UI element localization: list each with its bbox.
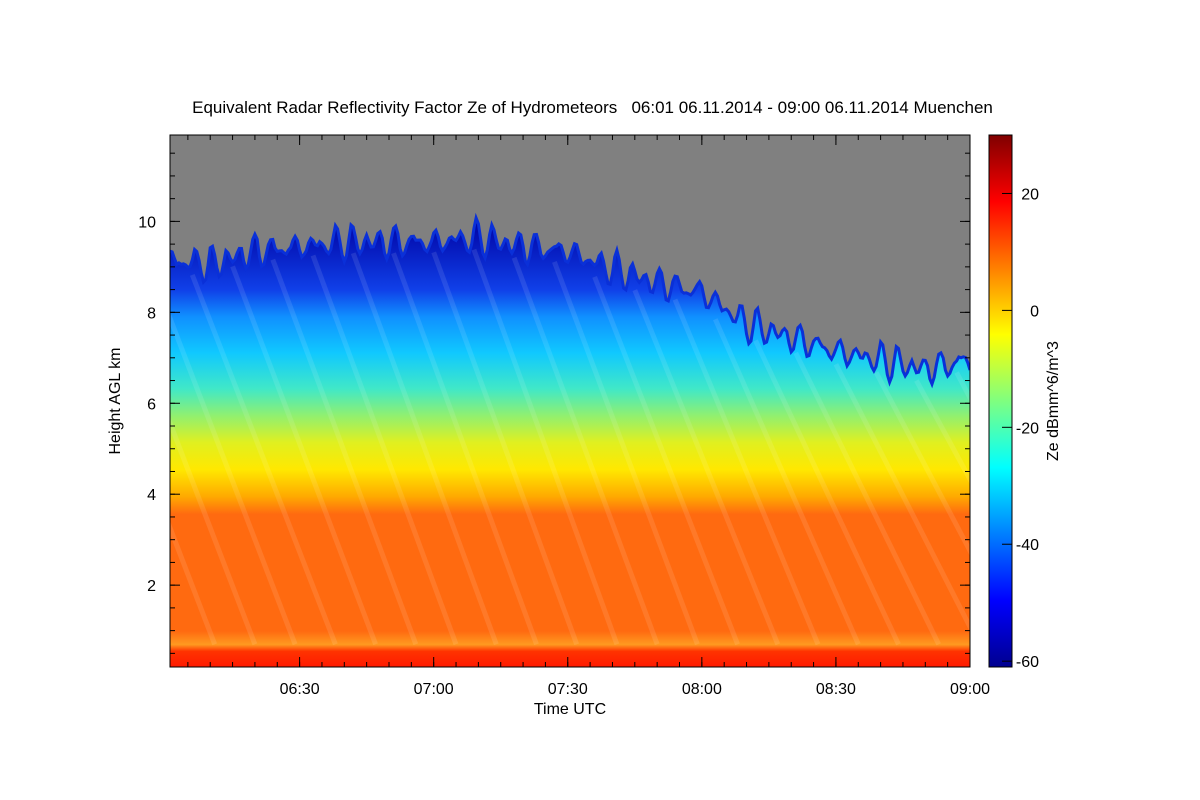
colorbar-tick-label: -40 — [1016, 537, 1039, 554]
fall-streak — [954, 371, 970, 404]
y-tick-label: 2 — [147, 578, 156, 595]
fall-streak — [672, 298, 821, 646]
fall-streak — [350, 252, 499, 646]
x-tick-label: 09:00 — [950, 681, 990, 698]
x-tick-label: 08:30 — [816, 681, 856, 698]
fall-streak — [391, 252, 539, 646]
colorbar-axis: 20 0 -20 -40 -60 — [1002, 186, 1039, 671]
y-tick-label: 8 — [147, 305, 156, 322]
fall-streak — [793, 351, 941, 646]
fall-streak — [230, 265, 378, 646]
fall-streak — [753, 339, 901, 646]
colorbar-tick-label: -60 — [1016, 654, 1039, 671]
x-tick-label: 07:30 — [548, 681, 588, 698]
x-tick-label: 06:30 — [280, 681, 320, 698]
y-tick-label: 6 — [147, 396, 156, 413]
fall-streak — [997, 371, 1140, 644]
y-tick-label: 10 — [138, 214, 156, 231]
colorbar-tick-label: -20 — [1016, 420, 1039, 437]
fall-streak — [170, 415, 258, 646]
x-tick-label: 08:00 — [682, 681, 722, 698]
echo-top-edge — [170, 212, 970, 389]
fall-streak — [873, 371, 970, 557]
y-axis-label: Height AGL km — [107, 347, 124, 454]
fall-streak — [713, 318, 861, 646]
plot-frame — [169, 134, 971, 668]
colorbar-tick-label: 20 — [1021, 186, 1039, 203]
x-axis: 06:30 07:00 07:30 08:00 08:30 09:00 — [187, 135, 990, 698]
fall-streak — [270, 258, 419, 646]
fall-streak — [310, 254, 459, 646]
fall-streak — [189, 273, 338, 646]
fall-streak — [632, 289, 781, 646]
colorbar — [988, 134, 1013, 668]
colorbar-tick-label: 0 — [1030, 303, 1039, 320]
fall-streak — [170, 520, 218, 646]
fall-streak — [431, 251, 580, 646]
fall-streak — [914, 379, 970, 485]
fall-streak — [552, 261, 700, 646]
chart-title: Equivalent Radar Reflectivity Factor Ze … — [192, 98, 993, 117]
x-axis-label: Time UTC — [534, 701, 606, 718]
y-axis: 2 4 6 8 10 — [138, 152, 970, 654]
fall-streak — [511, 256, 660, 646]
colorbar-label: Ze dBmm^6/m^3 — [1045, 341, 1062, 461]
fall-streak — [833, 363, 970, 633]
x-tick-label: 07:00 — [414, 681, 454, 698]
fall-streak — [471, 248, 620, 646]
fall-streak — [170, 311, 298, 646]
fall-streak — [592, 275, 740, 646]
fall-streaks — [170, 248, 1140, 646]
y-tick-label: 4 — [147, 487, 156, 504]
